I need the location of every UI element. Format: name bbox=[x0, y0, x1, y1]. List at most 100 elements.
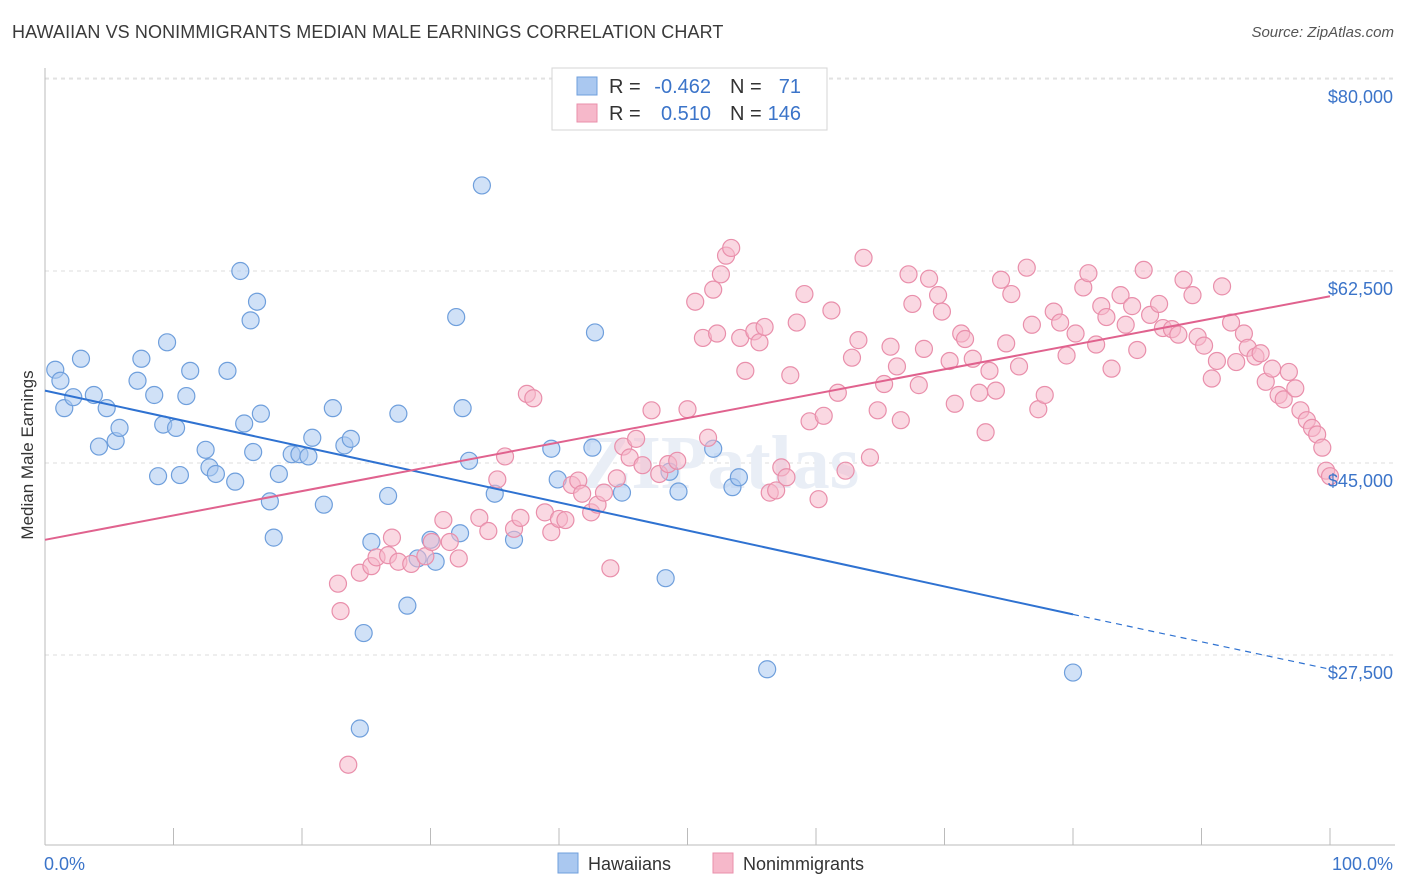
hawaiians-point bbox=[84, 385, 103, 405]
hawaiians-point bbox=[235, 414, 254, 433]
hawaiians-point bbox=[251, 404, 270, 423]
nonimmigrants-point bbox=[1057, 346, 1076, 365]
nonimmigrants-point bbox=[1207, 351, 1227, 371]
y-tick-label: $27,500 bbox=[1328, 663, 1393, 683]
nonimmigrants-point bbox=[1002, 284, 1021, 304]
nonimmigrants-point bbox=[809, 490, 828, 509]
nonimmigrants-point bbox=[991, 270, 1011, 289]
nonimmigrants-point bbox=[868, 401, 887, 420]
nonimmigrants-legend-label: Nonimmigrants bbox=[743, 854, 864, 874]
nonimmigrants-point bbox=[919, 269, 939, 288]
nonimmigrants-point bbox=[722, 238, 741, 258]
nonimmigrants-point bbox=[1274, 390, 1293, 409]
nonimmigrants-point bbox=[1097, 307, 1116, 327]
hawaiians-point bbox=[269, 464, 288, 484]
nonimmigrants-point bbox=[1320, 467, 1340, 486]
hawaiians-point bbox=[472, 176, 491, 195]
hawaiians-point bbox=[341, 429, 360, 448]
hawaiians-point bbox=[128, 371, 147, 390]
hawaiians-point bbox=[177, 386, 196, 406]
nonimmigrants-point bbox=[668, 451, 687, 470]
nonimmigrants-point bbox=[422, 532, 441, 552]
nonimmigrants-n-label: N = bbox=[730, 103, 762, 125]
nonimmigrants-point bbox=[704, 280, 723, 299]
nonimmigrants-point bbox=[928, 286, 948, 305]
hawaiians-r-value: -0.462 bbox=[654, 76, 711, 98]
nonimmigrants-point bbox=[1169, 325, 1188, 344]
nonimmigrants-point bbox=[940, 351, 959, 371]
nonimmigrants-point bbox=[955, 329, 975, 349]
nonimmigrants-point bbox=[1035, 385, 1054, 405]
nonimmigrants-point bbox=[1066, 324, 1085, 343]
hawaiians-point bbox=[241, 311, 260, 330]
hawaiians-point bbox=[226, 472, 245, 491]
gridlines bbox=[45, 77, 1395, 656]
nonimmigrants-point bbox=[1279, 362, 1298, 382]
hawaiians-n-value: 71 bbox=[779, 76, 801, 98]
nonimmigrants-point bbox=[434, 510, 453, 530]
nonimmigrants-legend-swatch bbox=[576, 103, 598, 123]
nonimmigrants-point bbox=[1286, 379, 1305, 398]
nonimmigrants-point bbox=[1183, 286, 1202, 305]
nonimmigrants-r-label: R = bbox=[609, 103, 641, 125]
hawaiians-legend-label: Hawaiians bbox=[588, 854, 671, 874]
nonimmigrants-point bbox=[980, 361, 999, 380]
x-tick-label-min: 0.0% bbox=[44, 854, 85, 874]
hawaiians-point bbox=[218, 361, 237, 380]
hawaiians-point bbox=[71, 349, 91, 368]
nonimmigrants-point bbox=[1079, 264, 1098, 283]
series-legend: Hawaiians Nonimmigrants bbox=[557, 852, 864, 874]
hawaiians-point bbox=[585, 323, 605, 342]
nonimmigrants-point bbox=[1116, 315, 1135, 334]
y-tick-label: $80,000 bbox=[1328, 87, 1393, 107]
hawaiians-point bbox=[170, 465, 190, 485]
nonimmigrants-point bbox=[449, 549, 468, 568]
hawaiians-point bbox=[89, 437, 109, 456]
hawaiians-point bbox=[132, 349, 151, 368]
nonimmigrants-point bbox=[511, 508, 530, 527]
nonimmigrants-point bbox=[698, 428, 718, 447]
y-tick-labels: $80,000 $62,500 $45,000 $27,500 bbox=[1328, 87, 1393, 683]
nonimmigrants-point bbox=[1212, 277, 1232, 296]
hawaiians-point bbox=[398, 596, 417, 615]
hawaiians-point bbox=[656, 569, 675, 588]
hawaiians-point bbox=[362, 532, 381, 552]
nonimmigrants-point bbox=[875, 374, 894, 394]
nonimmigrants-point bbox=[997, 334, 1016, 353]
nonimmigrants-point bbox=[755, 317, 774, 337]
hawaiians-point bbox=[389, 404, 408, 423]
hawaiians-point bbox=[247, 292, 267, 311]
nonimmigrants-point bbox=[1102, 359, 1121, 378]
hawaiians-point bbox=[299, 447, 318, 466]
nonimmigrants-point bbox=[556, 510, 575, 530]
hawaiians-point bbox=[196, 440, 215, 459]
hawaiians-point bbox=[244, 442, 263, 462]
nonimmigrants-point bbox=[1123, 297, 1142, 316]
hawaiians-legend-swatch bbox=[576, 76, 598, 96]
nonimmigrants-point bbox=[787, 313, 806, 332]
nonimmigrants-point bbox=[860, 448, 880, 467]
x-tick-label-max: 100.0% bbox=[1332, 854, 1393, 874]
nonimmigrants-point bbox=[601, 559, 620, 578]
nonimmigrants-point bbox=[849, 331, 868, 350]
nonimmigrants-point bbox=[524, 389, 543, 408]
nonimmigrants-point bbox=[932, 302, 952, 321]
hawaiians-r-label: R = bbox=[609, 76, 641, 98]
nonimmigrants-point bbox=[781, 366, 800, 385]
hawaiians-point bbox=[314, 495, 333, 514]
nonimmigrants-point bbox=[828, 383, 847, 402]
hawaiians-point bbox=[378, 486, 398, 506]
nonimmigrants-point bbox=[479, 521, 498, 541]
nonimmigrants-point bbox=[1194, 336, 1214, 355]
nonimmigrants-point bbox=[1263, 359, 1282, 378]
nonimmigrants-point bbox=[488, 470, 507, 489]
hawaiians-points bbox=[46, 176, 1083, 738]
hawaiians-trend-extension bbox=[1072, 613, 1331, 670]
nonimmigrants-point bbox=[470, 508, 489, 527]
hawaiians-point bbox=[303, 428, 322, 447]
nonimmigrants-point bbox=[339, 755, 358, 774]
nonimmigrants-point bbox=[909, 376, 928, 395]
y-axis-label: Median Male Earnings bbox=[18, 370, 37, 539]
axes bbox=[44, 68, 1395, 846]
hawaiians-point bbox=[354, 623, 373, 643]
